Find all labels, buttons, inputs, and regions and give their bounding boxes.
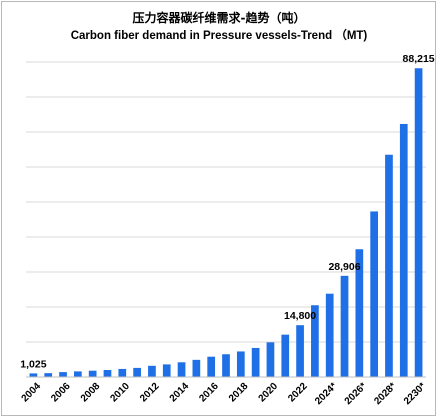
bar-2029-projected: [399, 123, 408, 377]
bar-2010: [118, 368, 127, 377]
x-tick-label: 2026*: [343, 381, 369, 407]
bar-2015: [192, 359, 201, 377]
x-tick-label: 2006: [49, 381, 73, 405]
bar-2023: [311, 305, 319, 377]
bar-2011: [133, 367, 141, 377]
x-tick-label: 2016: [197, 381, 221, 405]
x-tick-label: 2230*: [402, 381, 428, 407]
bar-2025-projected: [340, 275, 349, 377]
bar-2230-projected: [414, 68, 423, 377]
bar-2018: [236, 351, 245, 377]
bar-2004: [29, 373, 38, 377]
chart-subtitle: Carbon fiber demand in Pressure vessels-…: [71, 28, 368, 42]
gridlines: [26, 61, 426, 343]
data-labels: 1,025 14,800 28,906 88,215: [20, 53, 435, 370]
bar-2014: [177, 362, 186, 377]
bar-2020: [266, 342, 275, 377]
bar-2021: [281, 334, 290, 377]
data-label: 88,215: [403, 53, 435, 65]
x-tick-label: 2018: [227, 381, 251, 405]
x-tick-label: 2012: [138, 381, 162, 405]
bar-2019: [251, 347, 260, 377]
data-label: 14,800: [284, 310, 316, 322]
chart-title: 压力容器碳纤维需求-趋势（吨）: [133, 10, 306, 25]
x-tick-label: 2020: [257, 381, 281, 405]
bar-2008: [88, 370, 97, 377]
bar-2028-projected: [385, 154, 393, 377]
x-tick-label: 2028*: [372, 381, 398, 407]
bar-2009: [103, 370, 112, 377]
bar-2007: [74, 371, 82, 377]
data-label: 28,906: [328, 261, 360, 273]
x-tick-label: 2022: [286, 381, 310, 405]
bar-2017: [222, 354, 230, 377]
bar-2026-projected: [355, 249, 364, 377]
bars: [29, 68, 423, 377]
bar-2022: [296, 325, 304, 377]
x-tick-label: 2024*: [313, 381, 339, 407]
bar-2024-projected: [325, 293, 334, 377]
x-tick-label: 2004: [20, 381, 44, 405]
bar-2016: [207, 356, 216, 377]
bar-2005: [44, 373, 53, 377]
x-tick-labels: 2004 2006 2008 2010 2012 2014 2016 2018 2020 2022…: [20, 381, 429, 408]
data-label: 1,025: [20, 358, 46, 370]
x-tick-label: 2014: [168, 381, 192, 405]
bar-2013: [162, 364, 171, 377]
bar-2027-projected: [370, 211, 378, 377]
bar-2006: [59, 372, 67, 377]
bar-2012: [148, 365, 156, 377]
x-tick-label: 2010: [108, 381, 132, 405]
x-tick-label: 2008: [79, 381, 103, 405]
